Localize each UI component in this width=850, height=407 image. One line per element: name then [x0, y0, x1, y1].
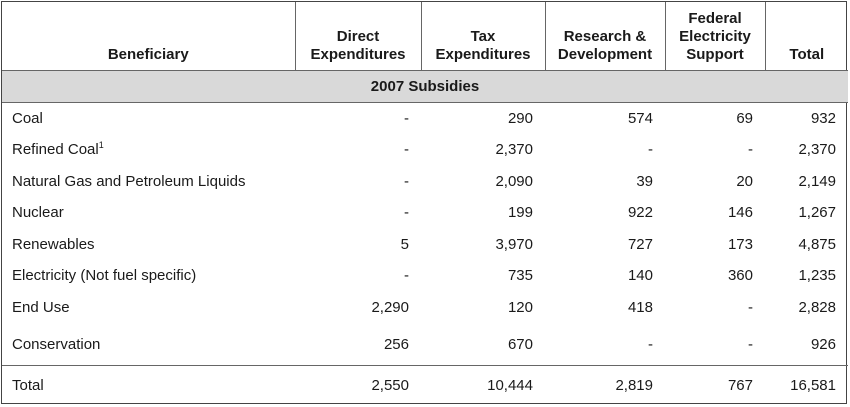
total-federal: 767 [665, 365, 765, 404]
row-beneficiary: Electricity (Not fuel specific) [12, 267, 197, 285]
table-row: Electricity (Not fuel specific) - 735 140 36… [2, 260, 848, 292]
cell-federal: 69 [736, 109, 753, 127]
cell-total: 1,267 [798, 204, 836, 222]
total-rd: 2,819 [545, 365, 665, 404]
total-label: Total [2, 365, 295, 404]
table-row: Coal - 290 574 69 932 [2, 102, 848, 134]
cell-total: 2,828 [798, 298, 836, 316]
row-beneficiary: End Use [12, 298, 70, 316]
cell-direct: - [404, 267, 409, 285]
cell-total: 926 [810, 335, 836, 353]
cell-tax: 199 [507, 204, 533, 222]
table-row: Natural Gas and Petroleum Liquids - 2,090 3… [2, 166, 848, 198]
cell-tax: 120 [507, 298, 533, 316]
header-research-development: Research & Development [544, 2, 665, 70]
cell-rd: 727 [627, 235, 653, 253]
cell-rd: 574 [627, 109, 653, 127]
cell-tax: 3,970 [495, 235, 533, 253]
footnote-marker: 1 [98, 140, 104, 151]
cell-federal: - [748, 298, 753, 316]
cell-tax: 2,370 [495, 141, 533, 159]
cell-rd: 922 [627, 204, 653, 222]
total-direct: 2,550 [295, 365, 421, 404]
cell-total: 932 [810, 109, 836, 127]
cell-tax: 290 [507, 109, 533, 127]
header-row: Beneficiary Direct Expenditures Tax Expe… [2, 2, 848, 70]
total-tax: 10,444 [421, 365, 545, 404]
section-title: 2007 Subsidies [2, 69, 848, 103]
cell-tax: 735 [507, 267, 533, 285]
cell-federal: - [748, 141, 753, 159]
table-row: Renewables 5 3,970 727 173 4,875 [2, 229, 848, 261]
row-beneficiary: Conservation [12, 335, 101, 353]
cell-total: 4,875 [798, 235, 836, 253]
cell-rd: 39 [636, 172, 653, 190]
cell-federal: 146 [727, 204, 753, 222]
section-row: 2007 Subsidies [2, 69, 848, 103]
table-row: Refined Coal1 - 2,370 - - 2,370 [2, 134, 848, 166]
cell-direct: - [404, 204, 409, 222]
table-row: Nuclear - 199 922 146 1,267 [2, 197, 848, 229]
cell-direct: 2,290 [371, 298, 409, 316]
table-row: End Use 2,290 120 418 - 2,828 [2, 292, 848, 324]
header-direct-expenditures: Direct Expenditures [294, 2, 421, 70]
header-tax-expenditures: Tax Expenditures [420, 2, 545, 70]
cell-federal: 360 [727, 267, 753, 285]
cell-total: 2,370 [798, 141, 836, 159]
header-federal-electricity-support: Federal Electricity Support [664, 2, 765, 70]
row-beneficiary: Renewables [12, 235, 95, 253]
table-row: Conservation 256 670 - - 926 [2, 323, 848, 366]
cell-rd: 140 [627, 267, 653, 285]
cell-rd: - [648, 335, 653, 353]
row-beneficiary: Natural Gas and Petroleum Liquids [12, 172, 246, 190]
header-beneficiary: Beneficiary [107, 45, 189, 63]
cell-rd: - [648, 141, 653, 159]
total-total: 16,581 [765, 365, 848, 404]
cell-rd: 418 [627, 298, 653, 316]
header-total: Total [764, 2, 848, 70]
cell-direct: - [404, 141, 409, 159]
cell-total: 1,235 [798, 267, 836, 285]
total-row: Total 2,550 10,444 2,819 767 16,581 [2, 365, 848, 404]
cell-federal: 20 [736, 172, 753, 190]
cell-direct: - [404, 109, 409, 127]
cell-tax: 2,090 [495, 172, 533, 190]
cell-total: 2,149 [798, 172, 836, 190]
row-beneficiary: Refined Coal1 [12, 140, 104, 159]
cell-federal: 173 [727, 235, 753, 253]
row-beneficiary: Coal [12, 109, 43, 127]
cell-tax: 670 [507, 335, 533, 353]
cell-direct: - [404, 172, 409, 190]
row-beneficiary: Nuclear [12, 204, 64, 222]
cell-direct: 5 [400, 235, 409, 253]
cell-direct: 256 [383, 335, 409, 353]
cell-federal: - [748, 335, 753, 353]
